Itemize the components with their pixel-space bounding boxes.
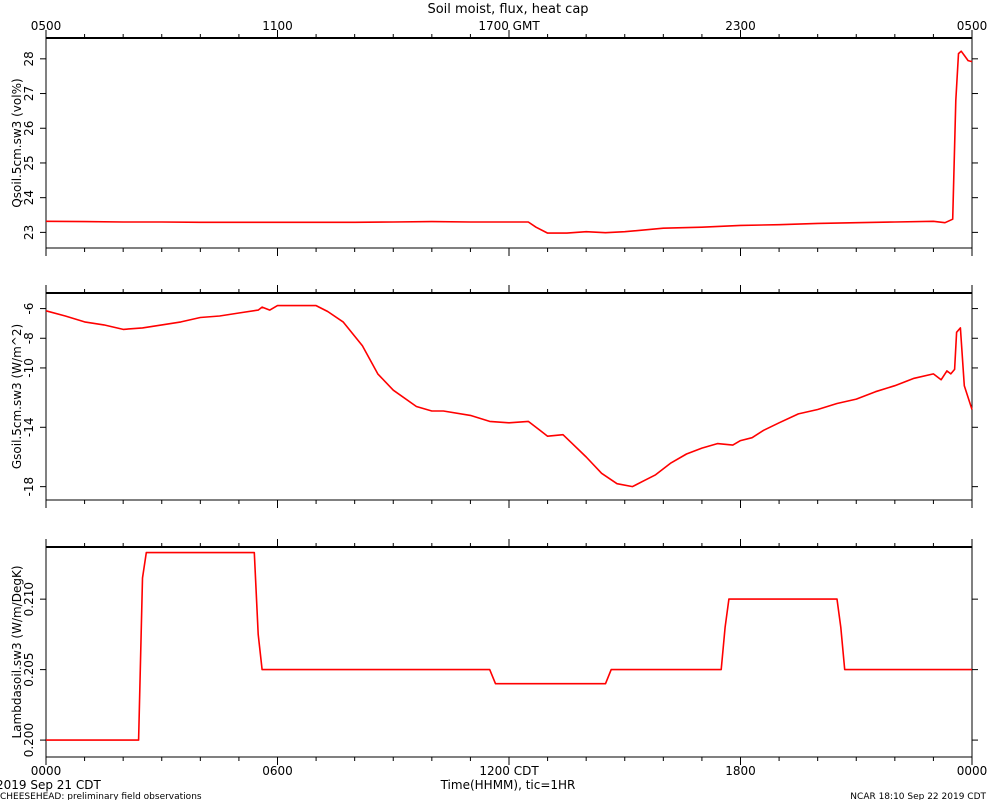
chart-title: Soil moist, flux, heat cap	[427, 2, 588, 17]
date-label: 2019 Sep 21 CDT	[0, 778, 101, 792]
top-tick-label: 0500	[31, 19, 62, 33]
y-tick-label: -18	[22, 477, 36, 497]
y-axis-label: Gsoil.5cm.sw3 (W/m^2)	[10, 324, 24, 469]
bottom-tick-label: 1800	[725, 764, 756, 778]
series-line-gsoil	[45, 304, 973, 488]
bottom-tick-label: 0000	[31, 764, 62, 778]
y-tick-label: 26	[22, 121, 36, 136]
x-axis-label: Time(HHMM), tic=1HR	[440, 778, 576, 792]
y-tick-label: -8	[22, 332, 36, 344]
y-tick-label: 28	[22, 51, 36, 66]
top-tick-label: 1700 GMT	[478, 19, 540, 33]
project-label: CHEESEHEAD: preliminary field observatio…	[0, 792, 202, 800]
y-tick-label: 0.200	[22, 723, 36, 757]
series-line-qsoil	[45, 50, 973, 234]
y-tick-label: -14	[22, 417, 36, 437]
bottom-tick-label: 0000	[957, 764, 988, 778]
panel-qsoil: 23 24 25 26 27 28 Qsoil.5cm.sw3 (vol%)	[10, 30, 978, 256]
panel-gsoil: -18 -14 -10 -8 -6 Gsoil.5cm.sw3 (W/m^2)	[10, 285, 978, 508]
top-tick-label: 0500	[957, 19, 988, 33]
plot-frame	[45, 546, 973, 758]
y-tick-label: 23	[22, 225, 36, 240]
y-tick-label: 0.210	[22, 582, 36, 616]
plot-frame	[45, 292, 973, 501]
top-tick-label: 1100	[262, 19, 293, 33]
y-tick-label: 0.205	[22, 652, 36, 686]
bottom-tick-label: 0600	[262, 764, 293, 778]
y-tick-label: 25	[22, 155, 36, 170]
y-tick-label: 27	[22, 86, 36, 101]
bottom-tick-label: 1200 CDT	[479, 764, 539, 778]
plot-frame	[45, 37, 973, 249]
y-tick-label: 24	[22, 190, 36, 205]
y-axis-label: Lambdasoil.sw3 (W/m/DegK)	[10, 565, 24, 738]
series-line-lambda	[46, 551, 972, 741]
top-gmt-tick-labels: 0500 1100 1700 GMT 2300 0500	[31, 19, 988, 33]
top-tick-label: 2300	[725, 19, 756, 33]
bottom-cdt-tick-labels: 0000 0600 1200 CDT 1800 0000	[31, 764, 988, 778]
y-tick-label: -10	[22, 358, 36, 378]
y-axis-label: Qsoil.5cm.sw3 (vol%)	[10, 78, 24, 207]
credit-label: NCAR 18:10 Sep 22 2019 CDT	[850, 792, 986, 800]
y-tick-label: -6	[22, 303, 36, 315]
